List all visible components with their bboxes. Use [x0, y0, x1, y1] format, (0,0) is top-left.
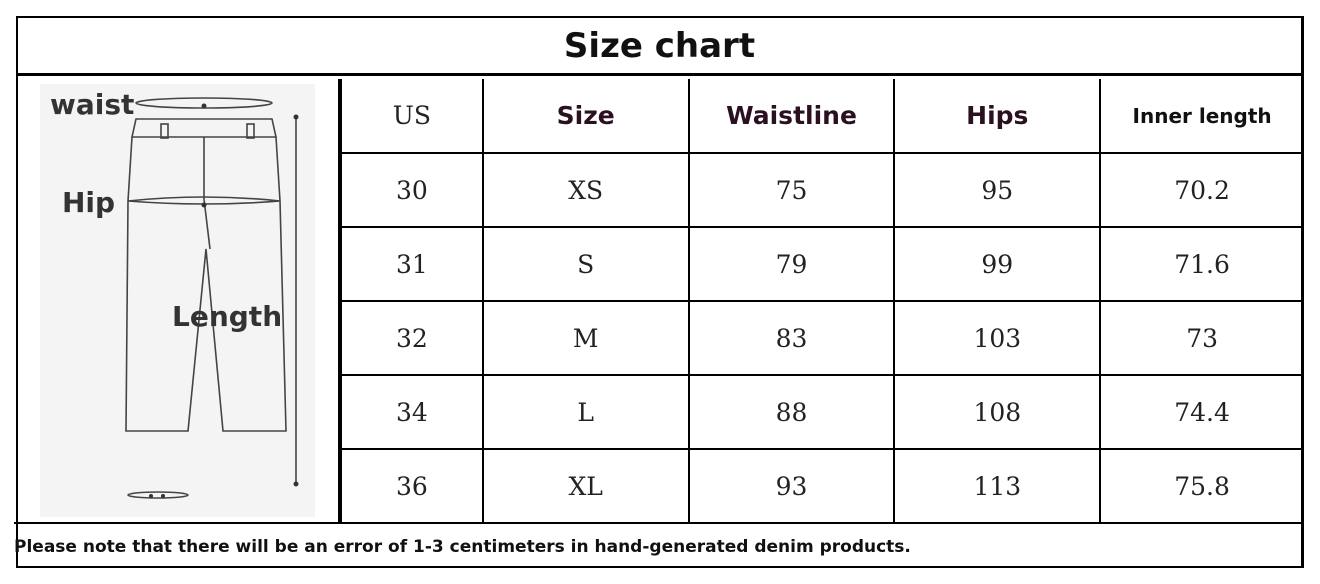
- table-row: 32 M 83 103 73: [340, 300, 1303, 376]
- table-cell: 70.2: [1099, 153, 1303, 228]
- table-cell: 108: [893, 374, 1102, 450]
- table-cell: 95: [893, 153, 1102, 228]
- table-cell: 31: [340, 226, 484, 302]
- table-cell: 113: [893, 448, 1102, 524]
- table-cell: 30: [340, 153, 484, 228]
- table-row: 34 L 88 108 74.4: [340, 374, 1303, 450]
- table-header-row: US Size Waistline Hips Inner length: [340, 79, 1303, 154]
- table-cell: XL: [481, 448, 690, 524]
- size-chart: Size chart waist Hip Length US Size Wais…: [14, 16, 1304, 568]
- length-label: Length: [172, 300, 282, 333]
- table-cell: 32: [340, 300, 484, 376]
- table-cell: 93: [687, 448, 896, 524]
- table-cell: S: [481, 226, 690, 302]
- table-cell: 75.8: [1099, 448, 1303, 524]
- table-row: 30 XS 75 95 70.2: [340, 153, 1303, 228]
- page-title: Size chart: [18, 18, 1301, 76]
- table-cell: 75: [687, 153, 896, 228]
- hip-label: Hip: [62, 186, 115, 219]
- header-size: Size: [481, 79, 690, 154]
- table-cell: 103: [893, 300, 1102, 376]
- table-cell: XS: [481, 153, 690, 228]
- header-inner-length: Inner length: [1099, 79, 1303, 154]
- table-cell: M: [481, 300, 690, 376]
- table-cell: 74.4: [1099, 374, 1303, 450]
- table-cell: 71.6: [1099, 226, 1303, 302]
- table-cell: 88: [687, 374, 896, 450]
- footnote: Please note that there will be an error …: [14, 522, 1297, 568]
- table-cell: L: [481, 374, 690, 450]
- header-hips: Hips: [893, 79, 1102, 154]
- header-waistline: Waistline: [687, 79, 896, 154]
- table-cell: 36: [340, 448, 484, 524]
- pants-measurement-diagram: waist Hip Length: [18, 79, 340, 522]
- header-us: US: [340, 79, 484, 154]
- waist-label: waist: [50, 88, 134, 121]
- table-cell: 34: [340, 374, 484, 450]
- size-table: US Size Waistline Hips Inner length 30 XS…: [340, 79, 1303, 524]
- table-row: 36 XL 93 113 75.8: [340, 448, 1303, 524]
- table-cell: 83: [687, 300, 896, 376]
- table-cell: 99: [893, 226, 1102, 302]
- table-cell: 79: [687, 226, 896, 302]
- table-row: 31 S 79 99 71.6: [340, 226, 1303, 302]
- table-cell: 73: [1099, 300, 1303, 376]
